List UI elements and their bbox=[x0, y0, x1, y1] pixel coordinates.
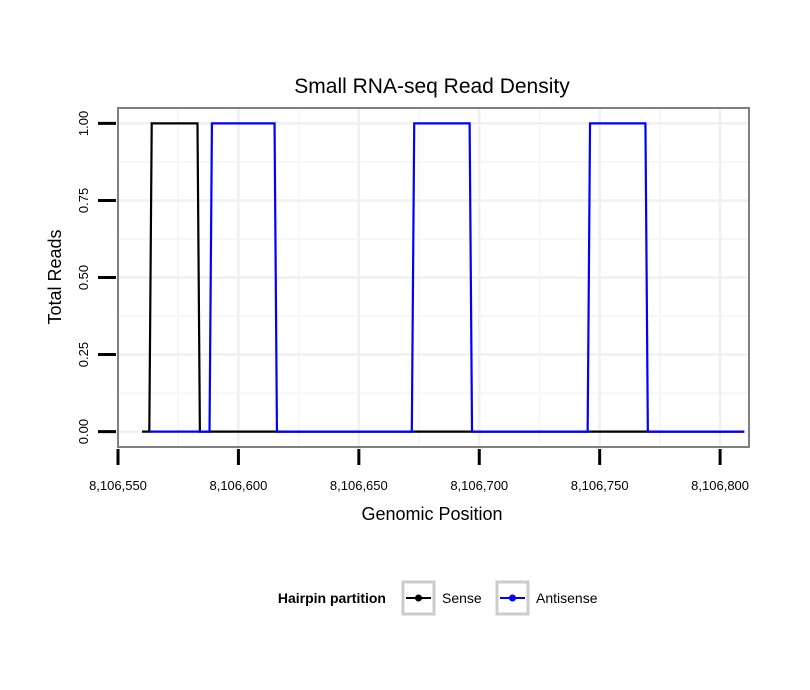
y-axis-label: Total Reads bbox=[45, 229, 65, 324]
chart-title: Small RNA-seq Read Density bbox=[294, 75, 570, 98]
series-lines bbox=[142, 122, 745, 433]
legend-item-label: Sense bbox=[442, 590, 482, 606]
x-tick-label: 8,106,750 bbox=[571, 478, 629, 493]
y-tick-label: 0.00 bbox=[76, 419, 91, 444]
series-line-antisense bbox=[149, 122, 745, 433]
plot-panel-border bbox=[117, 107, 750, 448]
legend-item-antisense: Antisense bbox=[495, 580, 598, 616]
x-tick-label: 8,106,650 bbox=[330, 478, 388, 493]
legend-item-label: Antisense bbox=[536, 590, 598, 606]
x-tick-label: 8,106,600 bbox=[209, 478, 267, 493]
legend-key-dot bbox=[415, 594, 422, 602]
legend-key-dot bbox=[509, 594, 516, 602]
legend: Hairpin partition Sense Antisense bbox=[278, 580, 598, 616]
y-tick-label: 0.50 bbox=[76, 265, 91, 290]
axes: 8,106,550 8,106,600 8,106,650 8,106,700 8,10… bbox=[76, 111, 749, 493]
x-tick-label: 8,106,700 bbox=[450, 478, 508, 493]
x-axis-label: Genomic Position bbox=[361, 504, 502, 524]
x-tick-label: 8,106,550 bbox=[89, 478, 147, 493]
y-tick-label: 1.00 bbox=[76, 111, 91, 136]
y-tick-label: 0.75 bbox=[76, 188, 91, 213]
y-tick-label: 0.25 bbox=[76, 342, 91, 367]
legend-title: Hairpin partition bbox=[278, 590, 386, 606]
legend-item-sense: Sense bbox=[401, 580, 482, 616]
x-tick-label: 8,106,800 bbox=[691, 478, 749, 493]
